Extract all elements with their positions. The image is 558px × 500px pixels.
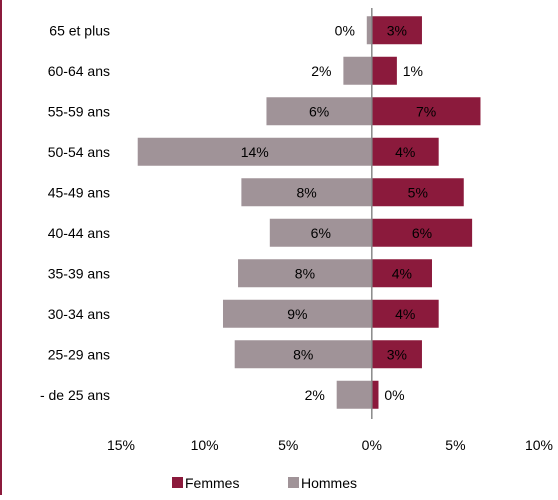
bar-femmes [371,340,422,369]
bar-femmes [371,56,397,85]
x-tick-label: 5% [445,437,465,453]
legend-swatch-femmes [172,477,183,488]
data-label-femmes: 3% [387,22,407,38]
category-label: 45-49 ans [48,184,110,200]
data-label-hommes: 9% [287,306,307,322]
bar-hommes [269,218,372,247]
left-border-accent [0,0,2,495]
data-label-femmes: 4% [395,144,415,160]
category-label: 30-34 ans [48,306,110,322]
bar-femmes [371,299,439,328]
bar-femmes [371,97,481,126]
bar-hommes [222,299,372,328]
data-label-hommes: 2% [311,63,331,79]
bar-femmes [371,259,432,288]
data-label-femmes: 1% [403,63,423,79]
bar-hommes [238,259,372,288]
data-label-femmes: 0% [384,387,404,403]
bar-hommes [343,56,372,85]
bar-femmes [371,16,422,45]
bar-hommes [366,16,372,45]
bar-hommes [137,137,372,166]
category-label: 35-39 ans [48,265,110,281]
data-label-hommes: 6% [309,103,329,119]
data-label-hommes: 14% [241,144,269,160]
category-label: 50-54 ans [48,144,110,160]
bar-femmes [371,178,464,207]
category-label: - de 25 ans [40,387,110,403]
x-tick-label: 10% [191,437,219,453]
bar-hommes [234,340,372,369]
data-label-hommes: 0% [335,22,355,38]
data-label-hommes: 8% [293,346,313,362]
bar-femmes [371,380,379,409]
x-tick-label: 5% [278,437,298,453]
category-label: 55-59 ans [48,103,110,119]
category-label: 25-29 ans [48,346,110,362]
legend-label-femmes: Femmes [185,475,239,491]
legend-swatch-hommes [288,477,299,488]
data-label-hommes: 6% [311,225,331,241]
data-label-hommes: 8% [296,184,316,200]
bar-hommes [266,97,372,126]
data-label-femmes: 6% [412,225,432,241]
data-label-femmes: 7% [416,103,436,119]
legend-label-hommes: Hommes [301,475,357,491]
data-label-hommes: 2% [305,387,325,403]
category-label: 60-64 ans [48,63,110,79]
x-tick-label: 10% [525,437,553,453]
category-label: 40-44 ans [48,225,110,241]
x-tick-label: 0% [362,437,382,453]
data-label-femmes: 3% [387,346,407,362]
data-label-femmes: 4% [395,306,415,322]
bar-hommes [336,380,372,409]
bar-femmes [371,137,439,166]
x-tick-label: 15% [107,437,135,453]
bar-femmes [371,218,473,247]
data-label-hommes: 8% [295,265,315,281]
category-label: 65 et plus [49,22,110,38]
bar-hommes [241,178,372,207]
data-label-femmes: 4% [392,265,412,281]
data-label-femmes: 5% [408,184,428,200]
